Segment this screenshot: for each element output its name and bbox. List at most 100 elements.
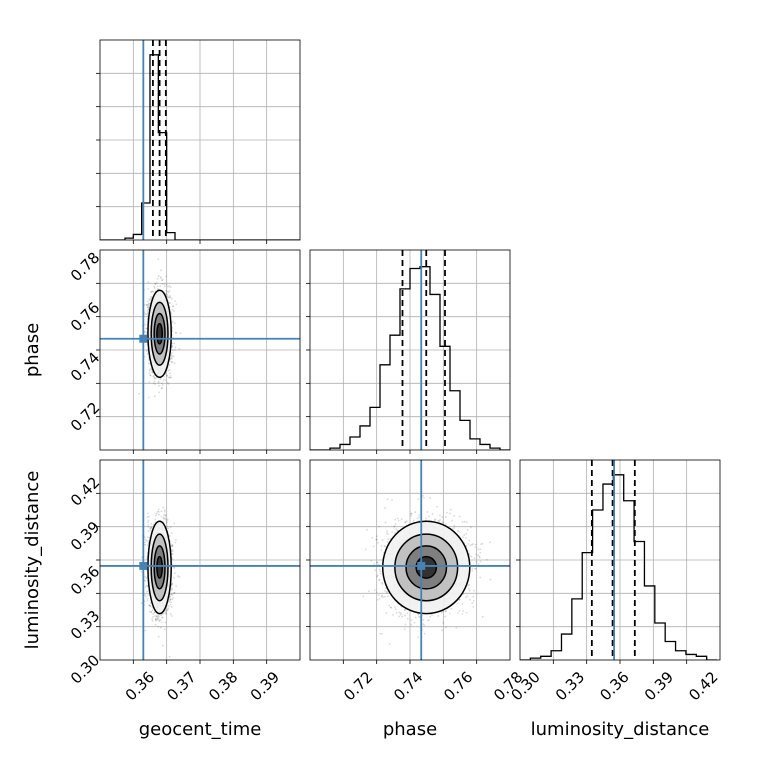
scatter-point — [159, 378, 162, 381]
scatter-point — [168, 284, 171, 287]
scatter-point — [147, 308, 150, 311]
scatter-point — [160, 510, 163, 513]
scatter-point — [149, 299, 151, 302]
scatter-point — [151, 609, 154, 612]
scatter-point — [153, 395, 156, 398]
scatter-point — [147, 362, 150, 365]
scatter-point — [162, 379, 165, 381]
scatter-point — [166, 374, 169, 377]
scatter-point — [146, 590, 149, 593]
scatter-point — [179, 332, 182, 335]
scatter-point — [170, 587, 173, 590]
scatter-point — [145, 350, 148, 353]
scatter-point — [174, 346, 177, 349]
scatter-point — [172, 355, 175, 358]
scatter-point — [150, 526, 153, 529]
scatter-point — [149, 527, 152, 530]
scatter-point — [163, 510, 166, 513]
scatter-point — [146, 585, 149, 588]
scatter-point — [149, 529, 152, 531]
scatter-point — [156, 616, 159, 619]
scatter-point — [165, 613, 168, 615]
scatter-point — [154, 383, 157, 385]
scatter-point — [148, 381, 151, 383]
x-tick-label: 0.39 — [641, 668, 677, 704]
scatter-point — [153, 380, 156, 383]
scatter-point — [144, 579, 147, 582]
scatter-point — [163, 509, 166, 512]
scatter-point — [145, 304, 148, 306]
scatter-point — [162, 612, 165, 615]
scatter-point — [173, 362, 176, 365]
scatter-point — [173, 566, 176, 569]
scatter-point — [149, 374, 152, 377]
scatter-point — [146, 599, 149, 602]
scatter-point — [169, 302, 171, 305]
scatter-point — [140, 602, 143, 605]
scatter-point — [147, 530, 150, 533]
scatter-point — [148, 610, 151, 613]
scatter-point — [164, 379, 167, 381]
scatter-point — [150, 297, 152, 300]
scatter-point — [174, 300, 177, 302]
scatter-point — [165, 293, 168, 296]
scatter-point — [146, 544, 149, 546]
scatter-point — [147, 288, 150, 290]
scatter-point — [152, 382, 155, 385]
scatter-point — [171, 588, 174, 591]
scatter-point — [157, 275, 160, 277]
scatter-point — [161, 282, 164, 285]
scatter-point — [171, 598, 174, 601]
scatter-point — [160, 621, 163, 624]
scatter-point — [140, 556, 143, 559]
scatter-point — [146, 310, 149, 312]
scatter-point — [165, 292, 168, 295]
scatter-point — [148, 369, 151, 372]
scatter-point — [154, 282, 157, 285]
scatter-point — [169, 286, 172, 289]
scatter-point — [144, 313, 147, 315]
scatter-point — [173, 591, 176, 594]
scatter-point — [160, 382, 163, 385]
scatter-point — [167, 291, 170, 293]
y-tick-label: 0.72 — [67, 399, 103, 435]
scatter-point — [156, 618, 159, 621]
scatter-point — [155, 619, 157, 622]
scatter-point — [175, 331, 178, 334]
scatter-point — [144, 541, 147, 544]
scatter-point — [148, 304, 150, 307]
scatter-point — [149, 527, 152, 530]
scatter-point — [175, 303, 178, 306]
x-tick-label: 0.42 — [685, 668, 721, 704]
scatter-point — [157, 635, 160, 638]
scatter-point — [156, 615, 159, 617]
y-axis-label: phase — [22, 323, 43, 377]
scatter-point — [174, 538, 177, 541]
scatter-point — [145, 539, 148, 542]
scatter-point — [163, 285, 166, 288]
scatter-point — [153, 611, 156, 614]
scatter-point — [172, 549, 174, 552]
scatter-point — [171, 582, 174, 585]
scatter-point — [161, 616, 163, 619]
y-tick-label: 0.78 — [67, 249, 103, 285]
scatter-point — [150, 296, 153, 298]
scatter-point — [169, 595, 172, 598]
scatter-point — [147, 525, 150, 528]
scatter-point — [164, 611, 166, 613]
scatter-point — [146, 352, 149, 355]
scatter-point — [148, 298, 151, 301]
scatter-point — [173, 310, 175, 313]
scatter-point — [169, 598, 172, 601]
scatter-point — [157, 381, 160, 384]
scatter-point — [148, 515, 150, 518]
scatter-point — [147, 594, 149, 596]
y-tick-label: 0.74 — [67, 349, 103, 385]
scatter-point — [168, 601, 171, 603]
scatter-point — [155, 618, 157, 621]
scatter-point — [174, 572, 176, 575]
scatter-point — [144, 586, 147, 588]
scatter-point — [162, 506, 165, 509]
scatter-point — [160, 515, 163, 518]
scatter-point — [153, 611, 156, 614]
